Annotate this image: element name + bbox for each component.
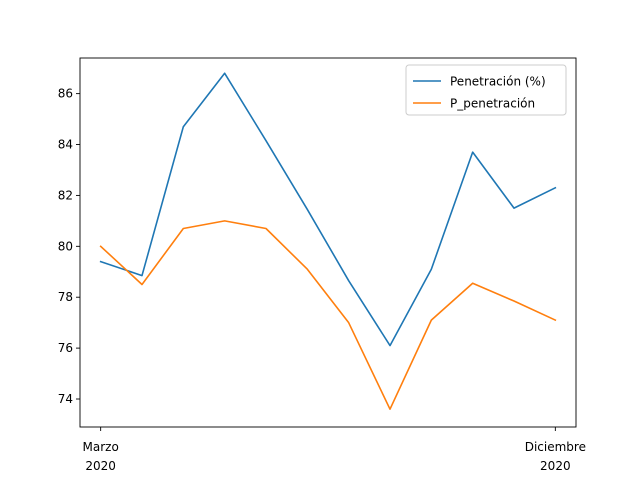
y-tick-label: 80	[58, 239, 73, 253]
legend-label-1: Penetración (%)	[450, 75, 546, 89]
series-layer	[99, 72, 557, 410]
x-tick-label-year: 2020	[85, 459, 116, 473]
x-tick-label-month: Diciembre	[525, 440, 586, 454]
plot-frame	[79, 57, 577, 428]
y-tick-label: 82	[58, 188, 73, 202]
series-line-2	[99, 220, 557, 410]
legend-box	[405, 64, 567, 116]
x-tick-label-year: 2020	[540, 459, 571, 473]
y-tick-label: 84	[58, 138, 73, 152]
y-tick-label: 86	[58, 87, 73, 101]
axis-layer: 74 76 78 80 82 84 86 Marzo 2020 Diciembre 2020	[58, 57, 586, 473]
y-tick-label: 78	[58, 290, 73, 304]
y-tick-label: 74	[58, 392, 73, 406]
y-tick-label: 76	[58, 341, 73, 355]
legend: Penetración (%) P_penetración	[405, 64, 567, 116]
legend-label-2: P_penetración	[450, 97, 535, 111]
series-line-1	[99, 72, 557, 347]
x-tick-label-month: Marzo	[83, 440, 119, 454]
